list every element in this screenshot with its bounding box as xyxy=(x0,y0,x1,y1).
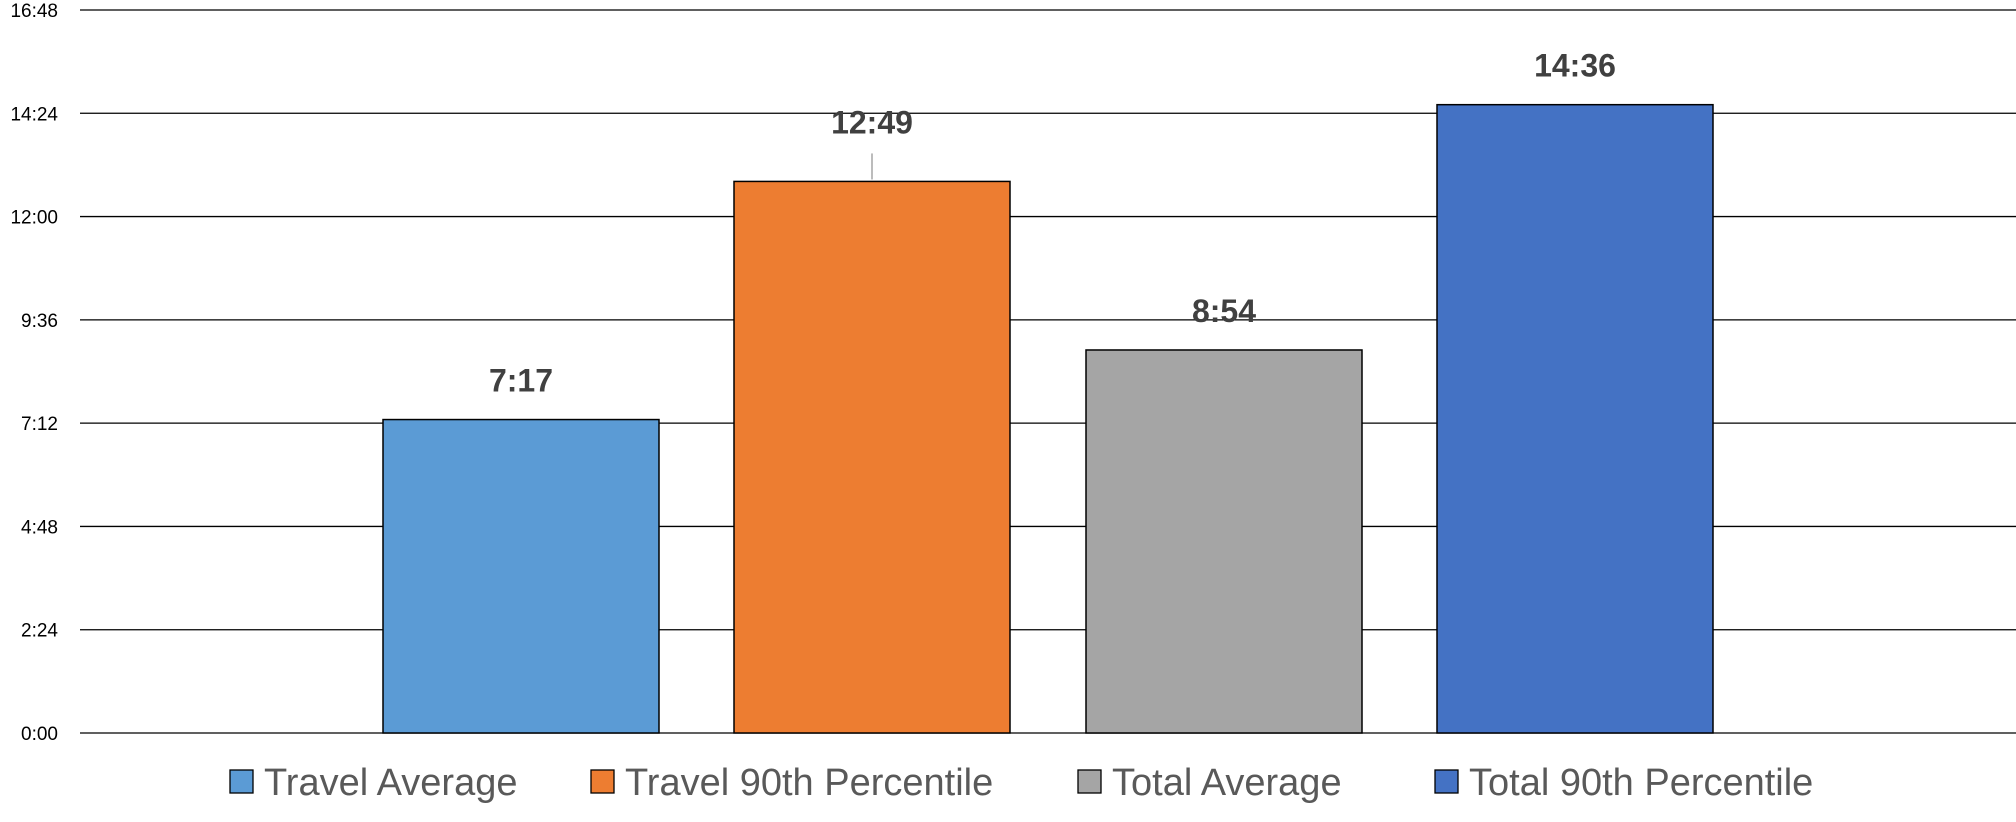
bar-2 xyxy=(733,180,1011,734)
legend-swatch xyxy=(1434,769,1459,794)
y-tick-label: 7:12 xyxy=(21,414,58,435)
data-label: 7:17 xyxy=(489,363,553,399)
data-label: 8:54 xyxy=(1192,293,1256,329)
y-axis-tick-labels: 0:00 2:24 4:48 7:12 9:36 12:00 14:24 16:48 xyxy=(10,1,58,745)
y-tick-label: 2:24 xyxy=(21,621,58,642)
data-label: 14:36 xyxy=(1534,48,1616,84)
legend: Travel Average Travel 90th Percentile Tota… xyxy=(229,762,1813,804)
y-tick-label: 16:48 xyxy=(10,1,58,22)
legend-swatch xyxy=(590,769,615,794)
y-tick-label: 9:36 xyxy=(21,311,58,332)
data-label: 12:49 xyxy=(831,104,913,140)
bar-1 xyxy=(382,418,660,734)
legend-label: Travel Average xyxy=(264,762,517,804)
y-tick-label: 0:00 xyxy=(21,724,58,745)
legend-label: Travel 90th Percentile xyxy=(625,762,993,804)
legend-swatch xyxy=(1077,769,1102,794)
data-labels: 7:17 12:49 8:54 14:36 xyxy=(489,48,1616,399)
bar-4 xyxy=(1436,103,1714,734)
y-tick-label: 12:00 xyxy=(10,208,58,229)
legend-label: Total 90th Percentile xyxy=(1469,762,1813,804)
legend-swatch xyxy=(229,769,254,794)
bars xyxy=(382,103,1714,734)
y-tick-label: 14:24 xyxy=(10,104,58,125)
legend-label: Total Average xyxy=(1112,762,1342,804)
gridlines xyxy=(80,9,2016,734)
y-tick-label: 4:48 xyxy=(21,517,58,538)
bar-3 xyxy=(1085,349,1363,734)
